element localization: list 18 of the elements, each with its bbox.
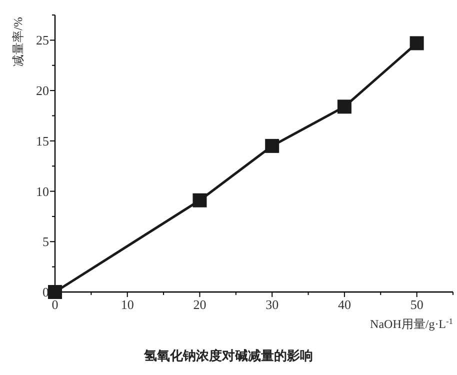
x-tick-label: 30 bbox=[266, 297, 279, 312]
point bbox=[192, 193, 207, 208]
x-tick-label: 50 bbox=[410, 297, 424, 312]
text: 氢氧化钠浓度对碱减量的影响 bbox=[143, 348, 313, 364]
point bbox=[337, 100, 352, 114]
y-axis-title: 减量率/% bbox=[11, 17, 25, 66]
x-tick-label: 10 bbox=[120, 297, 134, 312]
x-axis-title: NaOH用量/g·L$^{-1}$ bbox=[370, 316, 453, 331]
x-tick-label: 40 bbox=[338, 297, 351, 312]
point bbox=[410, 36, 424, 50]
y-tick-label: 20 bbox=[36, 83, 49, 98]
y-tick-label: 10 bbox=[36, 184, 49, 199]
y-tick-label: 15 bbox=[36, 133, 49, 148]
y-tick-label: 5 bbox=[42, 234, 49, 250]
x-tick-label: 20 bbox=[193, 297, 206, 312]
point bbox=[48, 285, 62, 299]
point bbox=[265, 138, 280, 153]
y-tick-label: 25 bbox=[36, 32, 49, 48]
